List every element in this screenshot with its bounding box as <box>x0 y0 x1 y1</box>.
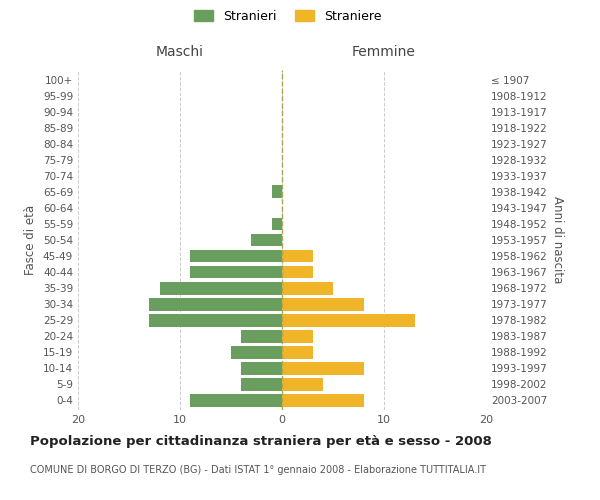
Bar <box>282 282 333 294</box>
Y-axis label: Anni di nascita: Anni di nascita <box>551 196 564 284</box>
Bar <box>231 346 282 358</box>
Bar <box>241 378 282 391</box>
Bar <box>282 394 364 407</box>
Text: COMUNE DI BORGO DI TERZO (BG) - Dati ISTAT 1° gennaio 2008 - Elaborazione TUTTIT: COMUNE DI BORGO DI TERZO (BG) - Dati IST… <box>30 465 486 475</box>
Bar <box>190 394 282 407</box>
Bar <box>282 346 313 358</box>
Bar <box>282 250 313 262</box>
Text: Maschi: Maschi <box>156 45 204 59</box>
Bar <box>272 218 282 230</box>
Bar <box>282 330 313 342</box>
Bar <box>282 362 364 374</box>
Y-axis label: Fasce di età: Fasce di età <box>25 205 37 275</box>
Bar <box>190 266 282 278</box>
Bar <box>160 282 282 294</box>
Legend: Stranieri, Straniere: Stranieri, Straniere <box>191 6 385 26</box>
Bar <box>282 266 313 278</box>
Bar <box>272 186 282 198</box>
Bar <box>282 314 415 326</box>
Bar <box>190 250 282 262</box>
Text: Popolazione per cittadinanza straniera per età e sesso - 2008: Popolazione per cittadinanza straniera p… <box>30 435 492 448</box>
Bar <box>149 298 282 310</box>
Bar <box>282 298 364 310</box>
Bar <box>241 330 282 342</box>
Bar <box>241 362 282 374</box>
Bar <box>282 378 323 391</box>
Text: Femmine: Femmine <box>352 45 416 59</box>
Bar <box>149 314 282 326</box>
Bar <box>251 234 282 246</box>
